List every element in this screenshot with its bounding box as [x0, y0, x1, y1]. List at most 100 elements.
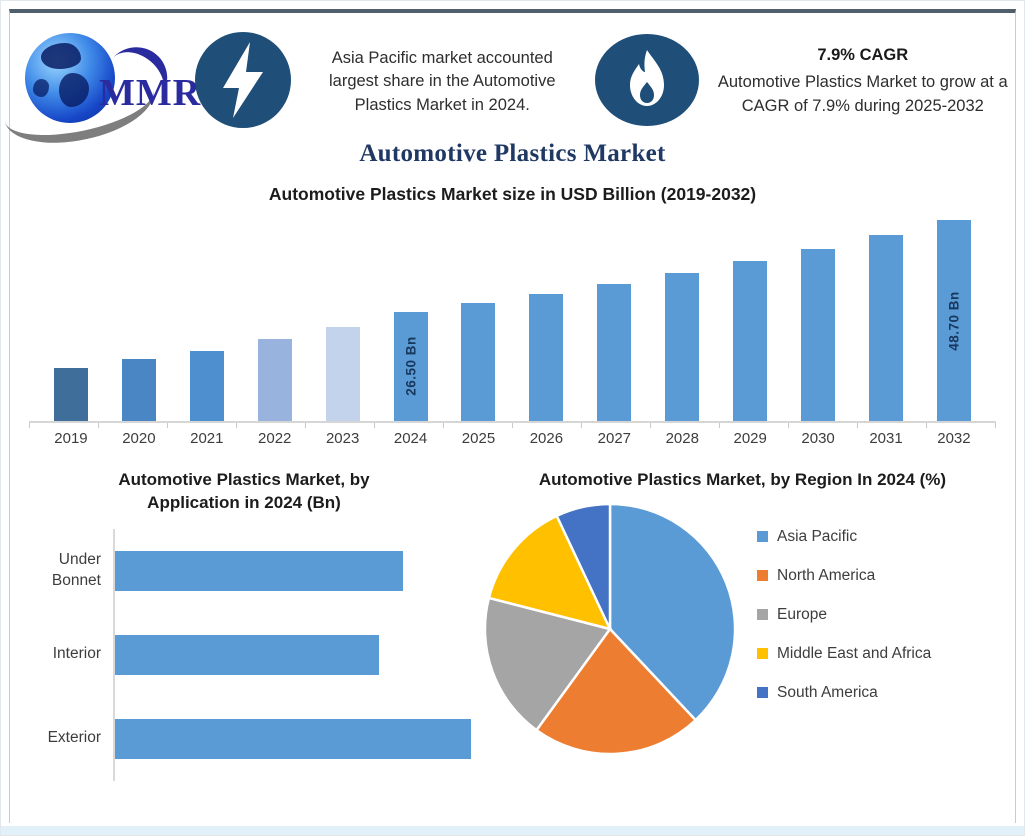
market-size-plot: 26.50 Bn 48.70 Bn	[27, 215, 998, 421]
bar-column-2027	[580, 215, 648, 421]
axis-tick	[29, 423, 30, 428]
bar-2027	[597, 283, 632, 421]
axis-tick	[719, 423, 720, 428]
legend-label-asia-pacific: Asia Pacific	[777, 527, 858, 545]
legend-swatch-europe	[757, 609, 768, 621]
pie-slice-south-america	[555, 502, 612, 630]
pie-slice-europe	[483, 596, 613, 732]
bar-2030	[801, 248, 836, 421]
legend-swatch-south-america	[757, 687, 768, 699]
x-axis-label-2031: 2031	[869, 430, 903, 447]
application-bar-under-bonnet	[115, 550, 403, 591]
axis-tick	[995, 423, 996, 428]
bar-2022	[257, 339, 292, 421]
axis-tick	[98, 423, 99, 428]
bar-2021	[189, 350, 224, 421]
axis-tick	[857, 423, 858, 428]
bar-2028	[665, 273, 700, 421]
market-size-chart: Automotive Plastics Market size in USD B…	[11, 184, 1014, 447]
application-bar-exterior	[115, 718, 471, 759]
bar-column-2031	[852, 215, 920, 421]
bar-2019	[53, 367, 88, 421]
bar-column-2021	[173, 215, 241, 421]
legend-item-north-america: North America	[757, 567, 931, 585]
application-chart: Under Bonnet Interior Exterior	[17, 528, 471, 781]
bottom-accent-strip	[1, 826, 1024, 835]
x-axis-label-2020: 2020	[122, 430, 156, 447]
bar-2032: 48.70 Bn	[936, 220, 971, 421]
flame-icon	[594, 32, 700, 133]
market-size-axis	[29, 421, 996, 423]
bar-value-label-2024: 26.50 Bn	[403, 336, 419, 397]
x-axis-label-2032: 2032	[937, 430, 971, 447]
pie-slice-middle-east-and-africa	[487, 514, 613, 631]
legend-swatch-middle-east-and-africa	[757, 648, 768, 660]
legend-label-middle-east-and-africa: Middle East and Africa	[777, 644, 932, 662]
lightning-icon	[193, 30, 293, 135]
cagr-description: Automotive Plastics Market to grow at a …	[717, 73, 1008, 115]
x-axis-label-2021: 2021	[190, 430, 224, 447]
bar-column-2026	[512, 215, 580, 421]
bar-column-2030	[784, 215, 852, 421]
axis-tick	[443, 423, 444, 428]
bar-2031	[869, 235, 904, 421]
application-chart-title: Automotive Plastics Market, by Applicati…	[118, 470, 370, 512]
x-axis-label-2029: 2029	[733, 430, 767, 447]
header-highlight-cagr: 7.9% CAGR Automotive Plastics Market to …	[712, 46, 1014, 118]
x-axis-label-2022: 2022	[258, 430, 292, 447]
axis-tick	[305, 423, 306, 428]
x-axis-label-2026: 2026	[529, 430, 564, 447]
region-chart-section: Automotive Plastics Market, by Region In…	[471, 469, 1014, 781]
application-label-under-bonnet: Under Bonnet	[51, 550, 101, 589]
pie-slice-asia-pacific	[608, 502, 737, 722]
legend-swatch-north-america	[757, 570, 768, 582]
page-title: Automotive Plastics Market	[359, 140, 666, 167]
axis-tick	[236, 423, 237, 428]
bar-column-2019	[37, 215, 105, 421]
bar-2024: 26.50 Bn	[393, 311, 428, 421]
bar-column-2025	[445, 215, 513, 421]
x-axis-label-2024: 2024	[393, 430, 428, 447]
bar-column-2024: 26.50 Bn	[377, 215, 445, 421]
logo-text: MMR	[99, 72, 202, 114]
axis-tick	[167, 423, 168, 428]
pie-slice-north-america	[534, 626, 698, 756]
bar-column-2020	[105, 215, 173, 421]
header-highlight-share: Asia Pacific market accounted largest sh…	[328, 48, 556, 114]
legend-label-north-america: North America	[777, 566, 876, 584]
axis-tick	[926, 423, 927, 428]
x-axis-label-2027: 2027	[597, 430, 632, 447]
axis-tick	[650, 423, 651, 428]
page-content: MMR Asia Pacific market accounted larges…	[1, 14, 1014, 781]
bar-2026	[529, 293, 564, 421]
legend-item-europe: Europe	[757, 606, 931, 624]
cagr-value: 7.9% CAGR	[817, 46, 909, 65]
bar-column-2022	[241, 215, 309, 421]
axis-tick	[374, 423, 375, 428]
bar-2025	[461, 303, 496, 421]
market-size-xaxis: 2019 2020 2021 2022 2023 2024 2025 2026 2027 2028…	[27, 428, 998, 447]
legend-item-middle-east-and-africa: Middle East and Africa	[757, 645, 931, 663]
mmr-logo: MMR	[1, 27, 200, 156]
legend-swatch-asia-pacific	[757, 531, 768, 543]
bar-2029	[733, 261, 768, 421]
market-size-ticks	[29, 423, 996, 428]
x-axis-label-2030: 2030	[801, 430, 835, 447]
region-chart-title: Automotive Plastics Market, by Region In…	[538, 470, 947, 489]
application-chart-section: Automotive Plastics Market, by Applicati…	[11, 469, 471, 781]
header: MMR Asia Pacific market accounted larges…	[1, 26, 1014, 156]
legend-item-south-america: South America	[757, 684, 931, 702]
x-axis-label-2019: 2019	[54, 430, 88, 447]
x-axis-label-2028: 2028	[665, 430, 699, 447]
axis-tick	[581, 423, 582, 428]
axis-tick	[512, 423, 513, 428]
globe-icon	[25, 33, 115, 123]
application-label-interior: Interior	[52, 645, 101, 663]
x-axis-label-2023: 2023	[325, 430, 360, 447]
x-axis-label-2025: 2025	[461, 430, 496, 447]
bar-column-2032: 48.70 Bn	[920, 215, 988, 421]
application-bar-interior	[115, 634, 379, 675]
axis-tick	[788, 423, 789, 428]
bar-column-2023	[309, 215, 377, 421]
